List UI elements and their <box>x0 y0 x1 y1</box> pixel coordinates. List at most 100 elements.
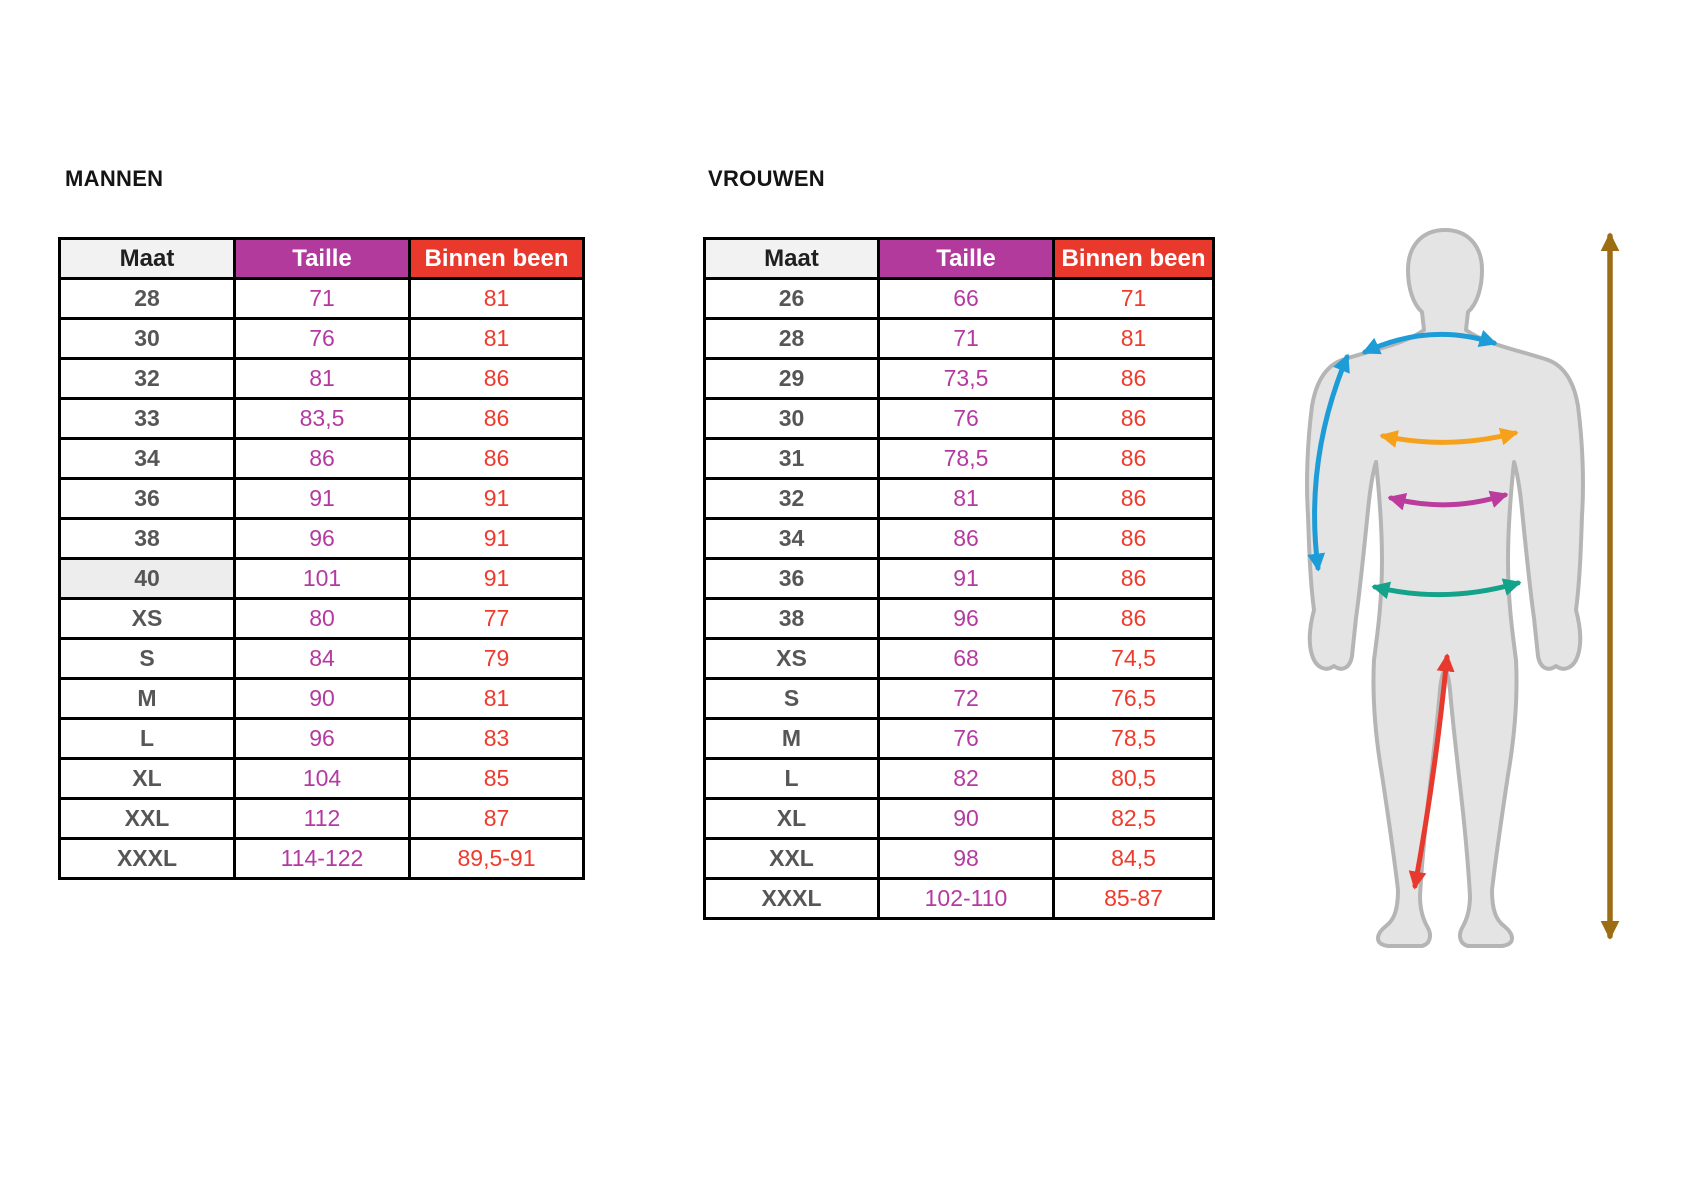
cell-taille: 76 <box>233 317 411 360</box>
cell-maat: L <box>703 757 880 800</box>
size-row-31: 31 78,5 86 <box>703 437 1215 480</box>
cell-maat: 34 <box>58 437 236 480</box>
size-row-36: 36 91 86 <box>703 557 1215 600</box>
cell-binnen: 82,5 <box>1052 797 1215 840</box>
cell-taille: 66 <box>877 277 1055 320</box>
column-header-binnen: Binnen been <box>1052 237 1215 280</box>
cell-taille: 73,5 <box>877 357 1055 400</box>
size-row-xl: XL 90 82,5 <box>703 797 1215 840</box>
cell-maat: XL <box>58 757 236 800</box>
cell-maat: 34 <box>703 517 880 560</box>
size-row-xxl: XXL 98 84,5 <box>703 837 1215 880</box>
cell-taille: 98 <box>877 837 1055 880</box>
cell-maat: 30 <box>58 317 236 360</box>
cell-taille: 102-110 <box>877 877 1055 920</box>
column-header-binnen: Binnen been <box>408 237 585 280</box>
cell-taille: 76 <box>877 717 1055 760</box>
cell-binnen: 83 <box>408 717 585 760</box>
cell-maat: 28 <box>58 277 236 320</box>
cell-binnen: 86 <box>1052 597 1215 640</box>
cell-binnen: 85-87 <box>1052 877 1215 920</box>
cell-maat: 38 <box>703 597 880 640</box>
cell-binnen: 86 <box>1052 477 1215 520</box>
cell-binnen: 89,5-91 <box>408 837 585 880</box>
size-row-xl: XL 104 85 <box>58 757 585 800</box>
cell-maat: S <box>58 637 236 680</box>
cell-taille: 86 <box>233 437 411 480</box>
size-row-m: M 90 81 <box>58 677 585 720</box>
cell-binnen: 91 <box>408 517 585 560</box>
size-row-32: 32 81 86 <box>58 357 585 400</box>
cell-binnen: 81 <box>408 277 585 320</box>
cell-taille: 84 <box>233 637 411 680</box>
cell-binnen: 81 <box>1052 317 1215 360</box>
cell-maat: 26 <box>703 277 880 320</box>
cell-taille: 90 <box>877 797 1055 840</box>
cell-taille: 82 <box>877 757 1055 800</box>
size-row-xxl: XXL 112 87 <box>58 797 585 840</box>
cell-binnen: 81 <box>408 677 585 720</box>
cell-maat: XS <box>58 597 236 640</box>
cell-binnen: 86 <box>408 357 585 400</box>
column-header-maat: Maat <box>703 237 880 280</box>
chest-arrow <box>1379 427 1519 448</box>
column-header-taille: Taille <box>877 237 1055 280</box>
cell-taille: 71 <box>877 317 1055 360</box>
size-row-xs: XS 80 77 <box>58 597 585 640</box>
cell-taille: 76 <box>877 397 1055 440</box>
cell-maat: XXL <box>703 837 880 880</box>
size-row-30: 30 76 81 <box>58 317 585 360</box>
cell-maat: 33 <box>58 397 236 440</box>
cell-binnen: 74,5 <box>1052 637 1215 680</box>
arm-length-arrow <box>1307 353 1350 572</box>
measurement-figure <box>1230 210 1670 970</box>
column-header-maat: Maat <box>58 237 236 280</box>
cell-taille: 68 <box>877 637 1055 680</box>
cell-maat: 28 <box>703 317 880 360</box>
cell-binnen: 84,5 <box>1052 837 1215 880</box>
size-row-m: M 76 78,5 <box>703 717 1215 760</box>
cell-maat: XXL <box>58 797 236 840</box>
cell-binnen: 79 <box>408 637 585 680</box>
cell-binnen: 86 <box>1052 437 1215 480</box>
size-row-28: 28 71 81 <box>703 317 1215 360</box>
cell-binnen: 86 <box>1052 357 1215 400</box>
size-row-28: 28 71 81 <box>58 277 585 320</box>
size-row-xxxl: XXXL 114-122 89,5-91 <box>58 837 585 880</box>
size-row-36: 36 91 91 <box>58 477 585 520</box>
cell-maat: 32 <box>703 477 880 520</box>
size-row-40: 40 101 91 <box>58 557 585 600</box>
cell-binnen: 91 <box>408 477 585 520</box>
cell-taille: 96 <box>877 597 1055 640</box>
cell-binnen: 71 <box>1052 277 1215 320</box>
cell-maat: 32 <box>58 357 236 400</box>
size-row-30: 30 76 86 <box>703 397 1215 440</box>
cell-taille: 112 <box>233 797 411 840</box>
size-row-38: 38 96 86 <box>703 597 1215 640</box>
cell-taille: 96 <box>233 517 411 560</box>
cell-taille: 78,5 <box>877 437 1055 480</box>
size-row-xxxl: XXXL 102-110 85-87 <box>703 877 1215 920</box>
size-row-29: 29 73,5 86 <box>703 357 1215 400</box>
cell-maat: M <box>58 677 236 720</box>
women-header-row: Maat Taille Binnen been <box>703 237 1215 280</box>
cell-binnen: 81 <box>408 317 585 360</box>
women-size-table: Maat Taille Binnen been 26 66 71 28 71 81 29 73,5… <box>703 237 1215 920</box>
size-row-34: 34 86 86 <box>703 517 1215 560</box>
size-row-26: 26 66 71 <box>703 277 1215 320</box>
cell-taille: 86 <box>877 517 1055 560</box>
cell-taille: 80 <box>233 597 411 640</box>
cell-binnen: 86 <box>1052 517 1215 560</box>
cell-maat: 30 <box>703 397 880 440</box>
cell-maat: S <box>703 677 880 720</box>
waist-arrow <box>1387 490 1509 511</box>
size-row-s: S 84 79 <box>58 637 585 680</box>
cell-binnen: 91 <box>408 557 585 600</box>
cell-taille: 114-122 <box>233 837 411 880</box>
cell-taille: 96 <box>233 717 411 760</box>
cell-taille: 72 <box>877 677 1055 720</box>
cell-maat: 36 <box>58 477 236 520</box>
cell-taille: 91 <box>877 557 1055 600</box>
size-row-38: 38 96 91 <box>58 517 585 560</box>
cell-taille: 83,5 <box>233 397 411 440</box>
